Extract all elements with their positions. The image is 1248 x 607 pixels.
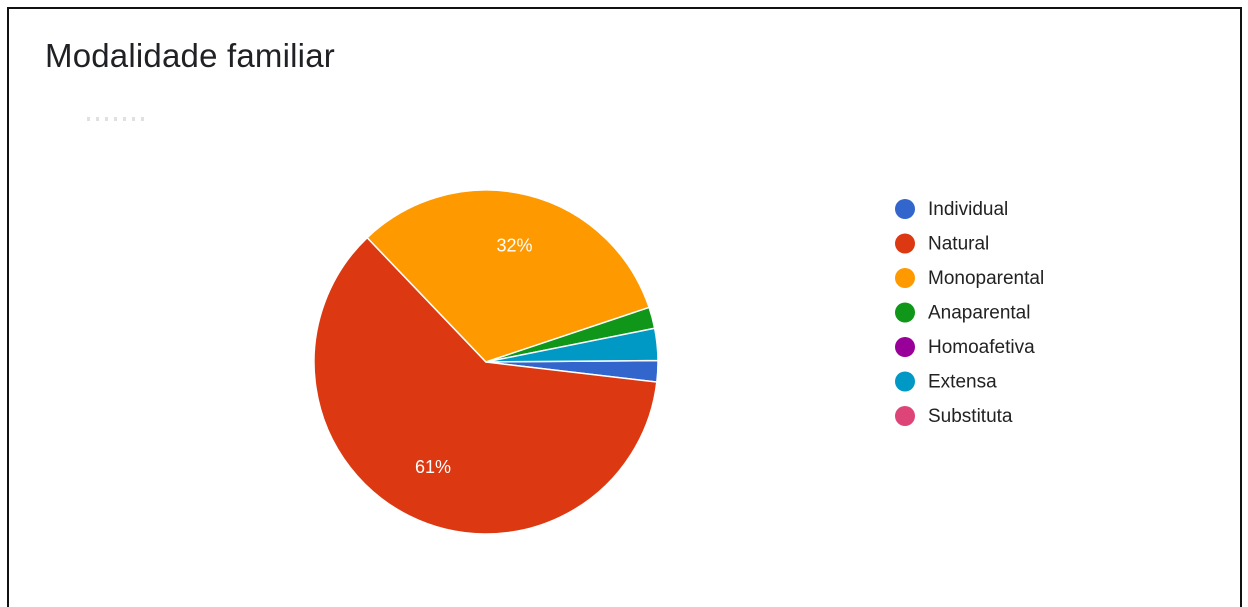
legend-item-anaparental[interactable]: Anaparental (895, 302, 1030, 324)
legend-swatch-monoparental (895, 268, 915, 288)
legend-swatch-anaparental (895, 302, 915, 323)
legend-item-substituta[interactable]: Substituta (895, 406, 1013, 427)
legend-item-individual[interactable]: Individual (895, 199, 1008, 220)
legend-item-homoafetiva[interactable]: Homoafetiva (895, 337, 1035, 358)
legend-label-individual: Individual (928, 199, 1008, 220)
legend-item-monoparental[interactable]: Monoparental (895, 268, 1044, 289)
slice-label-monoparental: 32% (496, 236, 532, 256)
pie-slice-extensa[interactable] (485, 327, 659, 363)
legend-swatch-natural (895, 233, 915, 254)
chart-title: Modalidade familiar (45, 37, 335, 74)
pie-labels: 61% 32% (415, 236, 532, 477)
slice-label-natural: 61% (415, 457, 451, 477)
legend: Individual Natural Monoparental Anaparental… (895, 199, 1044, 427)
legend-label-homoafetiva: Homoafetiva (928, 337, 1035, 358)
legend-label-extensa: Extensa (928, 372, 997, 393)
legend-label-anaparental: Anaparental (928, 303, 1030, 324)
pie-slices (313, 189, 659, 535)
legend-label-monoparental: Monoparental (928, 268, 1044, 289)
pie-chart: 61% 32% Individual Natural Monoparental Anap… (313, 189, 1044, 535)
legend-item-natural[interactable]: Natural (895, 233, 989, 255)
pie-slice-monoparental[interactable] (366, 189, 651, 363)
subtitle-artifact (87, 117, 147, 121)
legend-item-extensa[interactable]: Extensa (895, 371, 997, 393)
legend-swatch-substituta (895, 406, 915, 426)
legend-swatch-homoafetiva (895, 337, 915, 357)
legend-label-substituta: Substituta (928, 406, 1013, 427)
legend-swatch-extensa (895, 371, 915, 392)
legend-label-natural: Natural (928, 234, 989, 255)
legend-swatch-individual (895, 199, 915, 219)
pie-slice-natural[interactable] (313, 236, 658, 535)
